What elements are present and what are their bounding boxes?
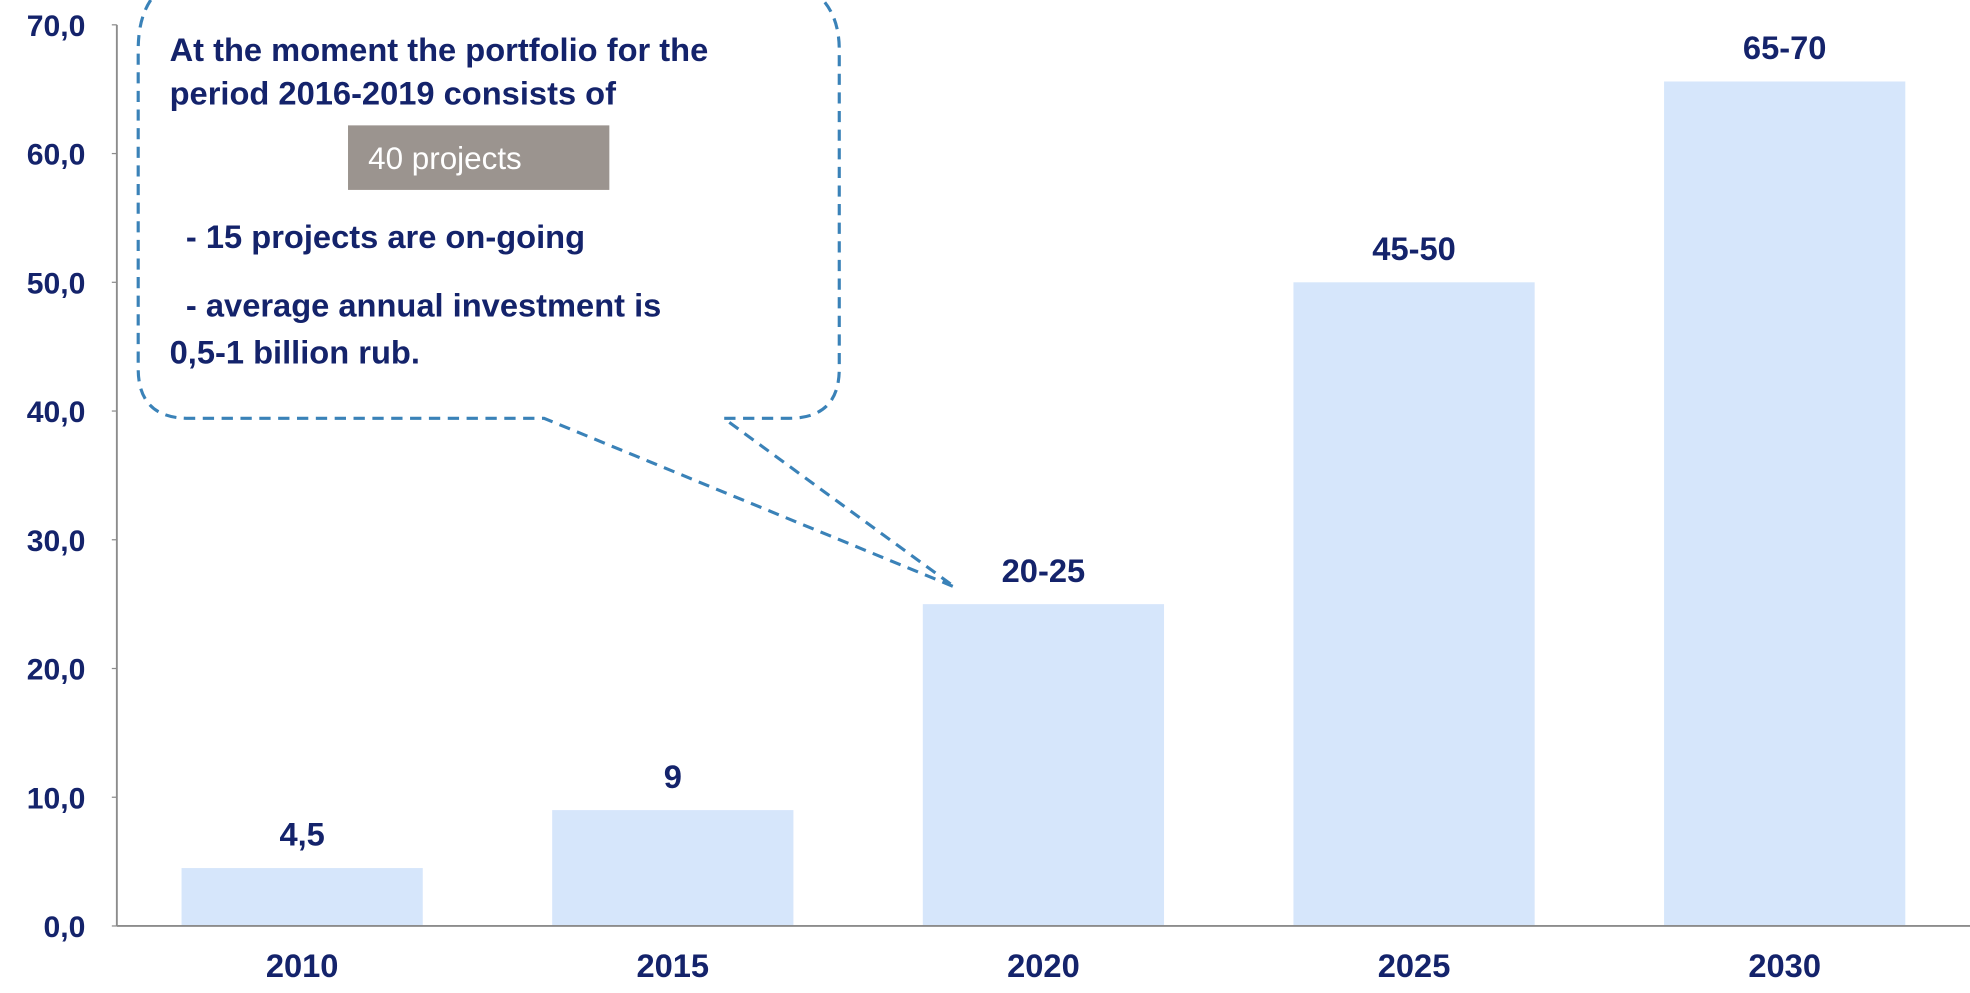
y-tick-label: 10,0 xyxy=(27,783,86,816)
bar xyxy=(181,868,423,926)
y-tick-label: 0,0 xyxy=(44,911,86,944)
bar xyxy=(922,604,1165,926)
callout-border xyxy=(136,0,956,589)
bar xyxy=(1293,282,1535,926)
y-tick-label: 30,0 xyxy=(27,525,86,558)
y-tick-label: 20,0 xyxy=(27,654,86,687)
x-tick-label: 2010 xyxy=(266,948,339,984)
callout-line: period 2016-2019 consists of xyxy=(170,75,617,111)
y-tick-label: 70,0 xyxy=(27,10,86,43)
callout-line: At the moment the portfolio for the xyxy=(170,32,709,68)
callout-bullet: - 15 projects are on-going xyxy=(186,219,585,255)
callout-bullet: - average annual investment is xyxy=(186,288,661,324)
highlight-box xyxy=(348,125,610,190)
highlight-text: 40 projects xyxy=(368,141,522,176)
bar xyxy=(552,810,794,926)
value-label: 9 xyxy=(664,759,682,795)
value-label: 65-70 xyxy=(1743,30,1827,66)
value-label: 20-25 xyxy=(1002,553,1086,589)
y-tick-label: 40,0 xyxy=(27,396,86,429)
y-tick-label: 50,0 xyxy=(27,268,86,301)
callout-bullet: 0,5-1 billion rub. xyxy=(170,335,420,371)
x-tick-label: 2015 xyxy=(636,948,709,984)
y-tick-label: 60,0 xyxy=(27,139,86,172)
value-label: 4,5 xyxy=(279,817,324,853)
x-tick-label: 2020 xyxy=(1007,948,1080,984)
bar xyxy=(1664,81,1906,926)
x-tick-label: 2030 xyxy=(1748,948,1821,984)
x-tick-label: 2025 xyxy=(1378,948,1451,984)
value-label: 45-50 xyxy=(1372,231,1456,267)
